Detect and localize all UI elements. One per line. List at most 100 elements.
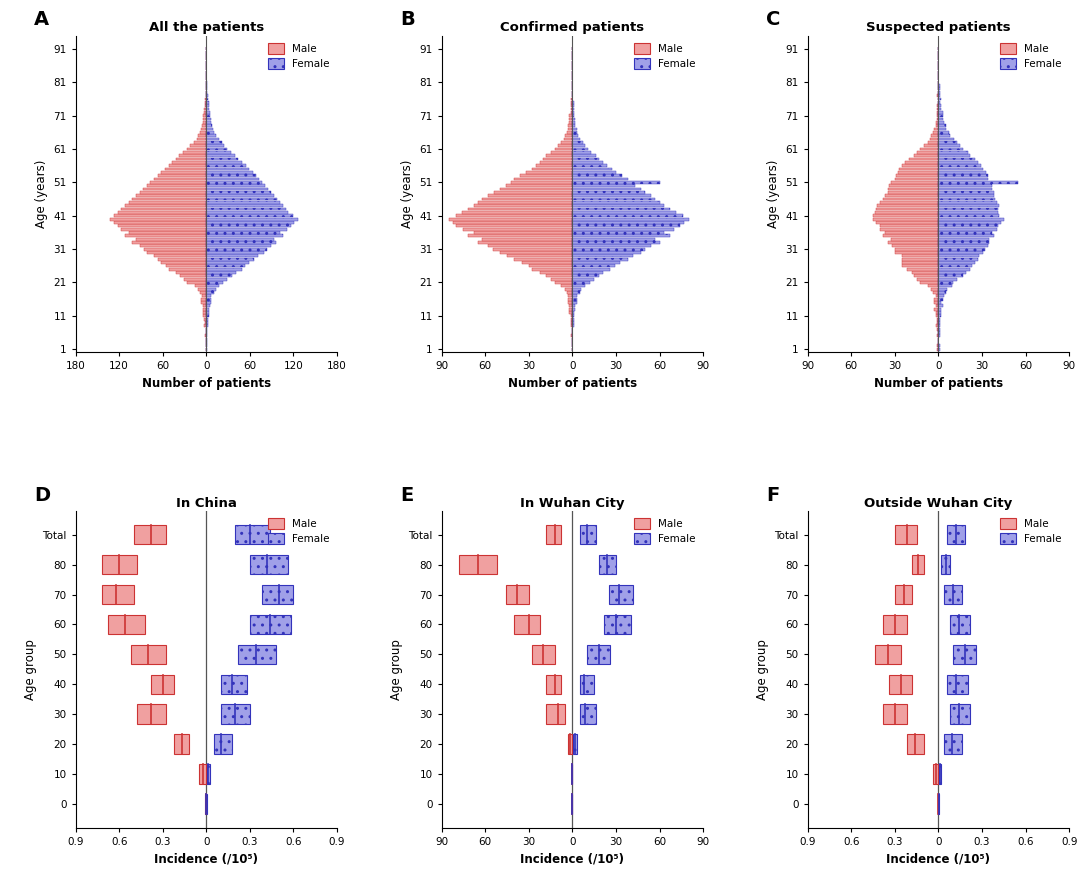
Bar [572, 114, 573, 117]
Bar [206, 141, 221, 144]
Bar [939, 318, 940, 320]
Bar [902, 164, 939, 167]
Bar [935, 121, 939, 124]
Bar [249, 555, 287, 574]
Bar [888, 190, 939, 194]
Bar [206, 117, 211, 120]
Bar [572, 194, 651, 198]
Bar [571, 98, 572, 101]
Bar [136, 194, 206, 198]
Bar [929, 141, 939, 144]
Bar [580, 525, 596, 545]
Bar [505, 585, 529, 604]
Bar [154, 255, 206, 257]
Bar [939, 114, 943, 117]
Bar [214, 734, 232, 754]
Bar [235, 525, 270, 545]
Bar [110, 217, 206, 221]
Bar [939, 171, 986, 174]
Bar [572, 190, 645, 194]
Bar [572, 274, 598, 277]
Bar [572, 301, 577, 303]
Bar [935, 125, 939, 127]
Bar [565, 134, 572, 137]
Bar [937, 104, 939, 107]
Title: Outside Wuhan City: Outside Wuhan City [864, 497, 1013, 510]
Bar [933, 765, 937, 783]
Bar [500, 188, 572, 190]
Bar [572, 188, 640, 190]
Text: E: E [400, 486, 413, 505]
Bar [478, 241, 572, 244]
Bar [950, 704, 971, 724]
Bar [568, 295, 572, 297]
Bar [930, 138, 939, 141]
Y-axis label: Age group: Age group [390, 639, 403, 700]
Bar [206, 231, 280, 234]
Bar [459, 555, 497, 574]
Bar [531, 644, 555, 664]
Bar [939, 241, 989, 244]
Bar [586, 644, 610, 664]
Bar [205, 104, 206, 107]
Bar [206, 134, 216, 137]
Bar [572, 251, 640, 254]
Bar [165, 264, 206, 267]
Bar [605, 615, 631, 635]
Bar [939, 331, 940, 334]
Bar [572, 231, 664, 234]
Bar [939, 268, 971, 271]
Bar [573, 734, 578, 754]
Bar [939, 151, 968, 154]
Bar [129, 201, 206, 204]
Bar [206, 151, 231, 154]
Bar [939, 284, 951, 287]
Bar [939, 328, 940, 330]
Bar [555, 281, 572, 284]
Bar [902, 264, 939, 267]
Bar [206, 301, 211, 303]
Bar [551, 151, 572, 154]
Bar [474, 231, 572, 234]
Bar [206, 308, 210, 311]
Bar [161, 171, 206, 174]
Bar [546, 154, 572, 158]
Bar [201, 297, 206, 301]
Bar [206, 174, 256, 177]
Bar [206, 228, 287, 231]
Bar [206, 104, 208, 107]
Bar [572, 111, 573, 114]
Bar [546, 704, 565, 724]
Bar [572, 264, 615, 267]
Bar [909, 158, 939, 160]
Bar [205, 794, 206, 813]
Bar [572, 255, 633, 257]
Bar [572, 211, 675, 214]
Bar [261, 585, 294, 604]
Bar [939, 104, 942, 107]
Bar [939, 125, 946, 127]
Bar [572, 278, 594, 280]
Bar [147, 251, 206, 254]
Bar [144, 247, 206, 250]
Bar [876, 207, 939, 211]
Bar [939, 348, 940, 351]
Bar [206, 278, 227, 280]
Bar [572, 238, 656, 240]
Bar [567, 131, 572, 134]
Bar [572, 291, 580, 294]
Bar [203, 311, 206, 314]
Bar [521, 174, 572, 177]
Bar [483, 198, 572, 200]
Bar [883, 198, 939, 200]
Bar [568, 301, 572, 303]
Bar [165, 167, 206, 171]
Bar [934, 308, 939, 311]
Bar [937, 328, 939, 330]
Bar [896, 174, 939, 177]
Bar [131, 644, 165, 664]
Bar [572, 125, 576, 127]
Bar [572, 224, 680, 227]
Bar [572, 321, 573, 324]
Bar [572, 201, 660, 204]
